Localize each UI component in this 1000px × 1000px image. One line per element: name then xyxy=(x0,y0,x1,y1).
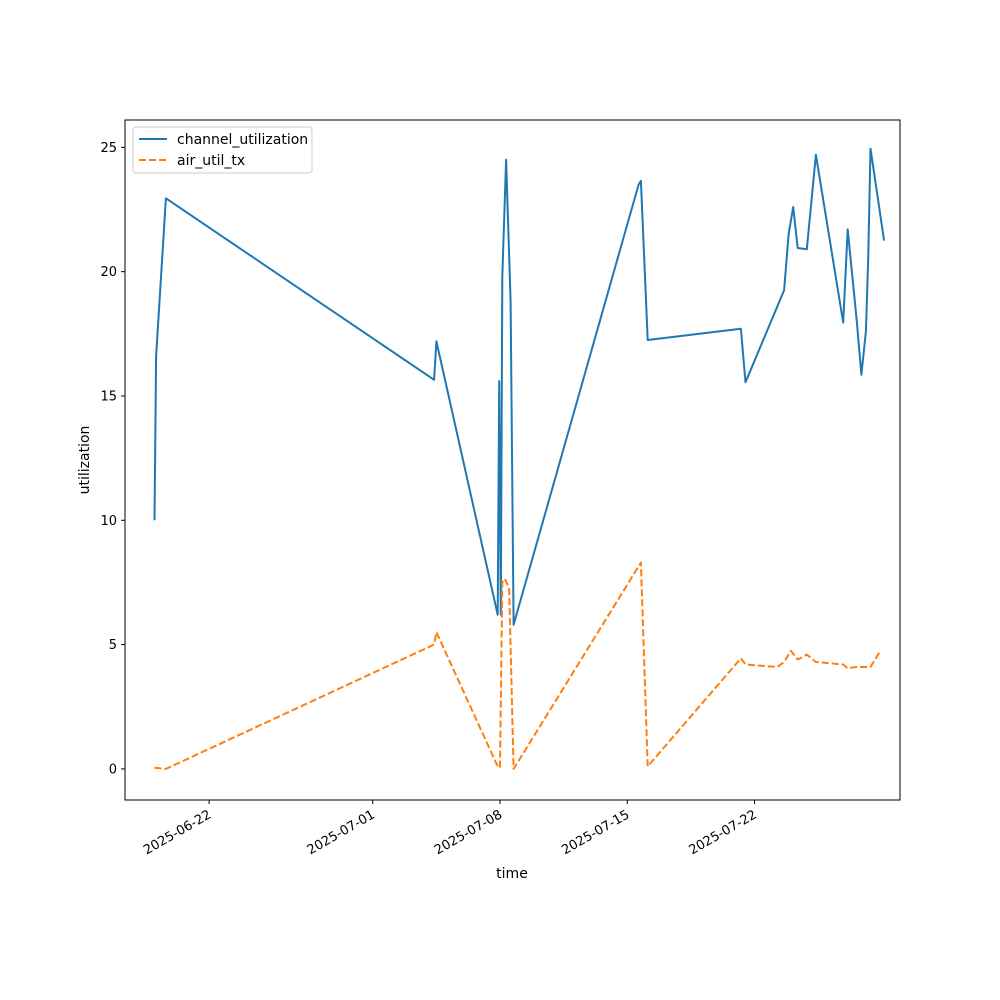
y-tick-label: 25 xyxy=(100,141,117,156)
series-layer xyxy=(153,147,886,770)
y-axis-label: utilization xyxy=(77,426,93,495)
series-line-channel-utilization xyxy=(153,147,886,626)
legend-label-air-util-tx: air_util_tx xyxy=(177,153,245,169)
legend-label-channel-utilization: channel_utilization xyxy=(177,132,308,148)
y-tick-label: 10 xyxy=(100,514,117,529)
y-tick-label: 0 xyxy=(109,762,117,777)
series-line-air-util-tx xyxy=(154,561,881,770)
x-axis-label: time xyxy=(496,866,528,882)
plot-area-frame xyxy=(124,119,901,801)
y-tick-label: 20 xyxy=(100,265,117,280)
legend: channel_utilization air_util_tx xyxy=(132,126,313,174)
legend-box xyxy=(132,126,313,174)
y-tick-label: 5 xyxy=(109,638,117,653)
y-axis-ticks: 0 5 10 15 20 25 xyxy=(100,141,125,777)
y-tick-label: 15 xyxy=(100,389,117,404)
